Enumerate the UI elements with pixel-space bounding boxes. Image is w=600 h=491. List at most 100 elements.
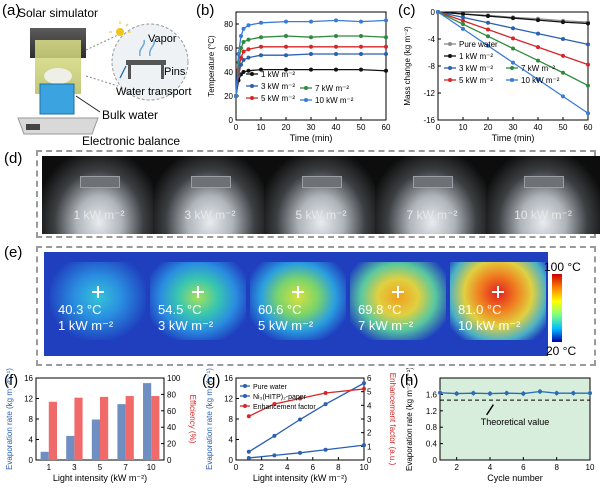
photo-3kw: 3 kW m⁻²: [153, 156, 267, 234]
y-tick-label: 8: [29, 415, 34, 424]
series-line: [235, 53, 386, 97]
y-tick-label: -16: [423, 116, 435, 125]
data-point: [486, 14, 490, 19]
data-point: [561, 53, 565, 58]
y2-tick-label: 1: [367, 442, 372, 451]
y-tick-label: -12: [423, 89, 435, 98]
data-point: [461, 12, 465, 17]
y2-tick-label: 3: [367, 415, 372, 424]
plot-frame: [439, 377, 591, 461]
evaporator-paper: [126, 60, 166, 65]
thermal-caption: 5 kW m⁻²: [258, 318, 314, 333]
x-tick-label: 5: [98, 463, 103, 472]
data-point: [298, 417, 302, 422]
data-point: [259, 53, 263, 58]
photo-caption: 10 kW m⁻²: [514, 208, 572, 222]
data-point: [259, 35, 263, 40]
data-point: [511, 26, 515, 31]
y-tick-label: -4: [428, 35, 436, 44]
legend-marker: [448, 42, 452, 46]
data-point: [511, 16, 515, 21]
y2-axis-label: Efficiency (%): [188, 395, 197, 444]
y-tick-label: 1.2: [426, 407, 438, 416]
data-point: [359, 19, 363, 24]
series-line: [235, 68, 387, 97]
legend-marker: [304, 98, 308, 102]
data-point: [309, 35, 313, 40]
data-point: [272, 453, 277, 458]
data-point: [246, 449, 251, 454]
y-tick-label: 0: [431, 8, 436, 17]
thermal-temp: 69.8 °C: [358, 302, 402, 317]
y2-axis-label: Enhancement factor (a.u.): [388, 373, 397, 466]
label-vapor: Vapor: [148, 33, 177, 45]
photo-caption: 3 kW m⁻²: [184, 208, 236, 222]
data-point: [323, 391, 328, 396]
y-tick-label: 80: [224, 20, 233, 29]
data-point: [511, 60, 515, 65]
schematic-setup: [17, 21, 189, 135]
crosshair-icon: [92, 286, 104, 298]
data-point: [241, 70, 246, 74]
data-point: [259, 44, 263, 49]
data-point: [359, 67, 363, 72]
legend-marker: [250, 84, 254, 88]
x-tick-label: 10: [360, 463, 369, 472]
bar-efficiency: [151, 396, 160, 460]
y2-tick-label: 2: [367, 429, 372, 438]
panel-label-b: (b): [196, 2, 215, 19]
bar-efficiency: [125, 396, 134, 460]
legend-marker: [250, 96, 254, 100]
thermal-1kw: 40.3 °C 1 kW m⁻²: [50, 262, 146, 340]
x-tick-label: 50: [559, 123, 568, 132]
y2-tick-label: 0: [367, 456, 372, 465]
data-point: [486, 43, 490, 48]
crosshair-icon: [492, 286, 504, 298]
data-point: [334, 52, 338, 56]
theoretical-value-label: Theoretical value: [481, 417, 550, 427]
data-point: [246, 37, 251, 42]
thermal-temp: 40.3 °C: [58, 302, 102, 317]
panel-label-h: (h): [400, 372, 419, 389]
x-tick-label: 0: [234, 463, 239, 472]
y-tick-label: 4: [229, 436, 234, 445]
data-point: [309, 19, 313, 24]
legend-marker: [304, 86, 308, 90]
thermal-10kw: 81.0 °C 10 kW m⁻²: [450, 262, 546, 340]
y-tick-label: 60: [224, 44, 233, 53]
thermal-caption: 7 kW m⁻²: [358, 318, 414, 333]
y-axis-label: Evaporation rate (kg m⁻² h⁻¹): [405, 368, 414, 471]
photo-7kw: 7 kW m⁻²: [375, 156, 489, 234]
data-point: [239, 34, 243, 38]
data-point: [536, 31, 540, 36]
x-axis-label: Light intensity (kW m⁻²): [253, 473, 347, 483]
y-tick-label: 12: [224, 395, 233, 404]
data-point: [461, 26, 465, 31]
y-tick-label: 0: [29, 456, 34, 465]
y-tick-label: 0: [433, 456, 438, 465]
y-axis-label: Temperature (°C): [207, 35, 216, 97]
series-line: [235, 19, 387, 97]
thermal-3kw: 54.5 °C 3 kW m⁻²: [150, 262, 246, 340]
legend-label: 5 kW m⁻²: [261, 94, 295, 103]
photo-10kw: 10 kW m⁻²: [486, 156, 600, 234]
thermal-temp: 54.5 °C: [158, 302, 202, 317]
y-axis-label: Evaporation rate (kg m⁻²h⁻¹): [5, 368, 14, 470]
data-point: [246, 47, 251, 52]
legend-label: 7 kW m⁻²: [521, 64, 555, 73]
thermal-caption: 3 kW m⁻²: [158, 318, 214, 333]
photo-5kw: 5 kW m⁻²: [264, 156, 378, 234]
data-point: [246, 455, 251, 460]
data-point: [334, 67, 338, 72]
data-point: [246, 23, 251, 28]
data-point: [561, 70, 565, 75]
thermal-7kw: 69.8 °C 7 kW m⁻²: [350, 262, 446, 340]
legend-label: 3 kW m⁻²: [261, 82, 295, 91]
data-point: [272, 401, 277, 406]
data-point: [511, 36, 515, 41]
data-point: [241, 40, 246, 44]
legend-marker: [243, 404, 247, 408]
y2-tick-label: 100: [167, 374, 181, 383]
data-point: [241, 58, 246, 62]
